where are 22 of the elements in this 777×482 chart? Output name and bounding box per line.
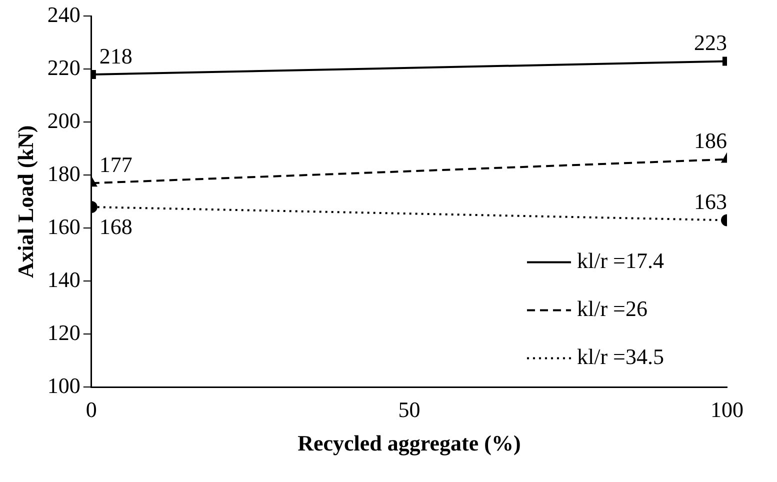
x-tick-label: 50 xyxy=(398,397,420,422)
y-tick-label: 140 xyxy=(47,266,80,292)
x-axis-title: Recycled aggregate (%) xyxy=(298,430,521,456)
data-label: 168 xyxy=(99,214,132,239)
y-tick-label: 180 xyxy=(47,160,80,186)
y-tick-label: 120 xyxy=(47,320,80,345)
legend-label: kl/r =34.5 xyxy=(577,344,664,369)
y-tick-label: 240 xyxy=(47,2,80,27)
y-tick-label: 160 xyxy=(47,214,80,239)
data-label: 163 xyxy=(694,189,727,214)
x-tick-label: 100 xyxy=(710,397,744,422)
legend-label: kl/r =26 xyxy=(577,296,648,321)
data-label: 186 xyxy=(694,128,727,154)
y-tick-label: 220 xyxy=(47,54,80,80)
x-tick-label: 0 xyxy=(86,397,97,422)
y-tick-label: 200 xyxy=(47,108,80,133)
y-axis-title: Axial Load (kN) xyxy=(12,125,38,278)
legend-label: kl/r =17.4 xyxy=(577,248,664,273)
data-label: 177 xyxy=(99,152,132,177)
data-label: 223 xyxy=(694,30,727,56)
y-tick-label: 100 xyxy=(47,372,80,398)
data-label: 218 xyxy=(99,43,132,68)
